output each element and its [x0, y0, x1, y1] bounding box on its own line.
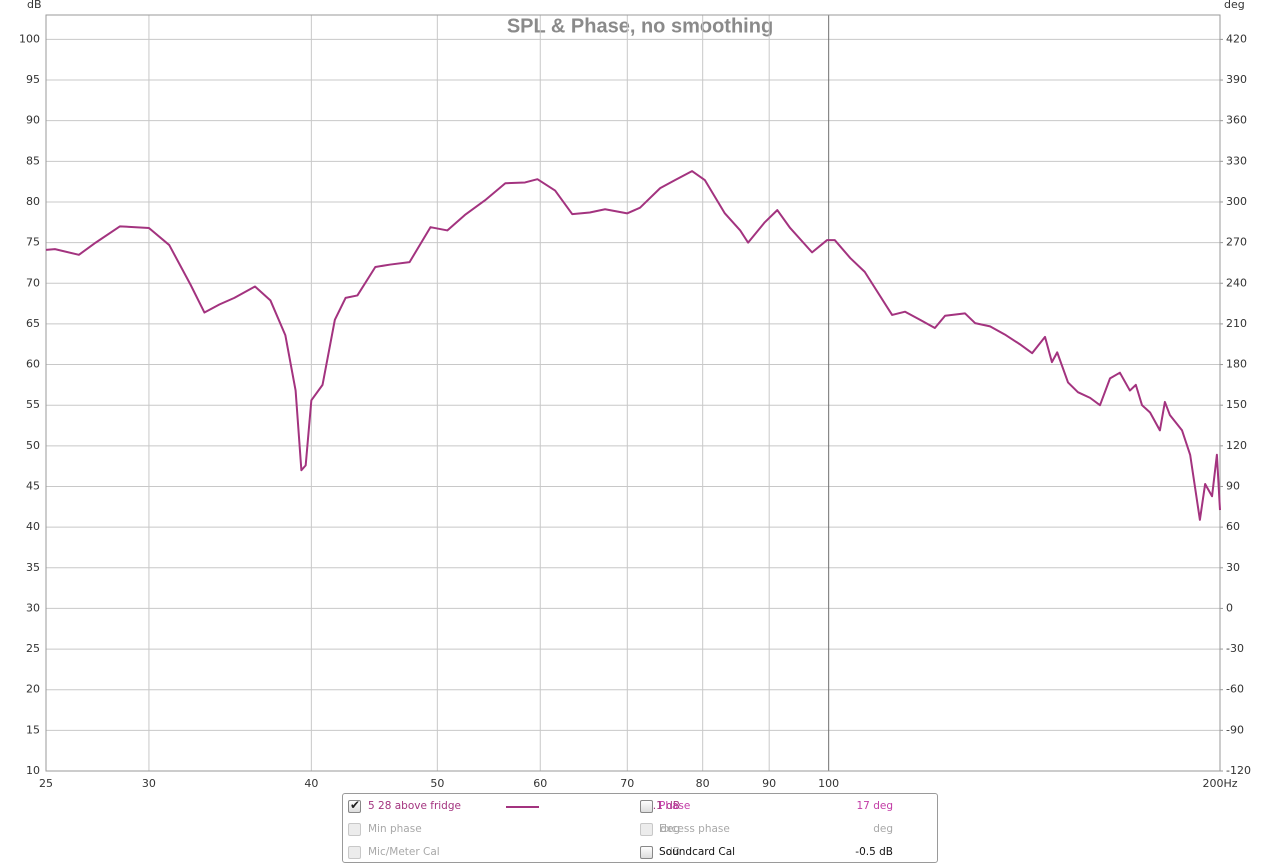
x-tick-label: 40: [304, 777, 318, 790]
y-tick-label: 85: [26, 154, 40, 167]
checkbox: [640, 823, 653, 836]
chart-title: SPL & Phase, no smoothing: [507, 15, 773, 37]
check-mark: ✔: [350, 798, 361, 812]
x-tick-label: 200Hz: [1202, 777, 1237, 790]
y-tick-label: 35: [26, 561, 40, 574]
legend-value: 17 deg: [856, 800, 894, 812]
y2-tick-label: 150: [1226, 398, 1247, 411]
legend-label: Soundcard Cal: [659, 846, 736, 858]
y2-tick-label: 30: [1226, 561, 1240, 574]
y-tick-label: 15: [26, 723, 40, 736]
y2-tick-label: 330: [1226, 154, 1247, 167]
y2-tick-label: 90: [1226, 479, 1240, 492]
legend-label: Min phase: [368, 823, 422, 835]
checkbox[interactable]: [640, 846, 653, 859]
x-tick-label: 70: [620, 777, 634, 790]
legend-value: dB: [666, 846, 680, 858]
legend-label: 5 28 above fridge: [368, 800, 461, 812]
y-tick-label: 100: [19, 32, 40, 45]
y2-axis-label: deg: [1224, 0, 1245, 11]
y-tick-label: 65: [26, 317, 40, 330]
y-tick-label: 10: [26, 764, 40, 777]
x-tick-label: 90: [762, 777, 776, 790]
y2-tick-label: 0: [1226, 601, 1233, 614]
y2-tick-label: 180: [1226, 358, 1247, 371]
checkbox[interactable]: [640, 800, 653, 813]
y-tick-label: 25: [26, 642, 40, 655]
y2-tick-label: 270: [1226, 236, 1247, 249]
legend-value: deg: [660, 823, 680, 835]
y-tick-label: 30: [26, 601, 40, 614]
checkbox: [348, 846, 361, 859]
y2-tick-label: 390: [1226, 73, 1247, 86]
y2-tick-label: 360: [1226, 114, 1247, 127]
y2-tick-label: 60: [1226, 520, 1240, 533]
y-tick-label: 50: [26, 439, 40, 452]
y-tick-label: 95: [26, 73, 40, 86]
y2-tick-label: -90: [1226, 723, 1244, 736]
y-tick-label: 75: [26, 236, 40, 249]
y-tick-label: 45: [26, 479, 40, 492]
y2-tick-label: -120: [1226, 764, 1251, 777]
x-tick-label: 25: [39, 777, 53, 790]
x-tick-label: 80: [696, 777, 710, 790]
y2-tick-label: -30: [1226, 642, 1244, 655]
y2-tick-label: 240: [1226, 276, 1247, 289]
chart: SPL & Phase, no smoothing dB deg 10 15 20 2…: [19, 0, 1251, 790]
y2-tick-label: 210: [1226, 317, 1247, 330]
y2-tick-label: -60: [1226, 683, 1244, 696]
legend-label: Phase: [659, 800, 691, 812]
y-tick-label: 70: [26, 276, 40, 289]
y-tick-label: 60: [26, 358, 40, 371]
y-axis-label: dB: [27, 0, 42, 11]
legend-swatch: [506, 806, 539, 808]
y2-tick-label: 120: [1226, 439, 1247, 452]
legend-label: Excess phase: [659, 823, 730, 835]
y-tick-label: 40: [26, 520, 40, 533]
x-tick-label: 30: [142, 777, 156, 790]
x-tick-label: 60: [533, 777, 547, 790]
x-tick-label: 50: [430, 777, 444, 790]
y2-tick-label: 420: [1226, 32, 1247, 45]
data-line: [45, 170, 1221, 521]
legend-label: Mic/Meter Cal: [368, 846, 440, 858]
y-tick-label: 80: [26, 195, 40, 208]
y2-tick-label: 300: [1226, 195, 1247, 208]
legend-value: deg: [873, 823, 893, 835]
checkbox: [348, 823, 361, 836]
legend-panel: ✔ 5 28 above fridge 74.1 dB Phase 17 deg Min …: [342, 793, 938, 863]
y-tick-label: 90: [26, 114, 40, 127]
x-tick-label: 100: [818, 777, 839, 790]
legend-value: -0.5 dB: [855, 846, 893, 858]
y-tick-label: 20: [26, 683, 40, 696]
checkbox[interactable]: ✔: [348, 798, 361, 813]
y-tick-label: 55: [26, 398, 40, 411]
plot-frame: [45, 14, 1221, 772]
